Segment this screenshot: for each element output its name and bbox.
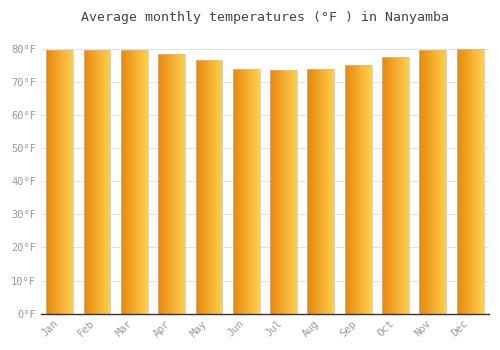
Bar xyxy=(196,60,222,314)
Bar xyxy=(420,50,446,314)
Bar xyxy=(308,69,334,314)
Title: Average monthly temperatures (°F ) in Nanyamba: Average monthly temperatures (°F ) in Na… xyxy=(81,11,449,24)
Bar xyxy=(345,65,372,314)
Bar xyxy=(233,69,260,314)
Bar xyxy=(158,54,185,314)
Bar xyxy=(46,50,73,314)
Bar xyxy=(84,50,110,314)
Bar xyxy=(121,50,148,314)
Bar xyxy=(382,57,409,314)
Bar xyxy=(457,49,483,314)
Bar xyxy=(270,70,297,314)
